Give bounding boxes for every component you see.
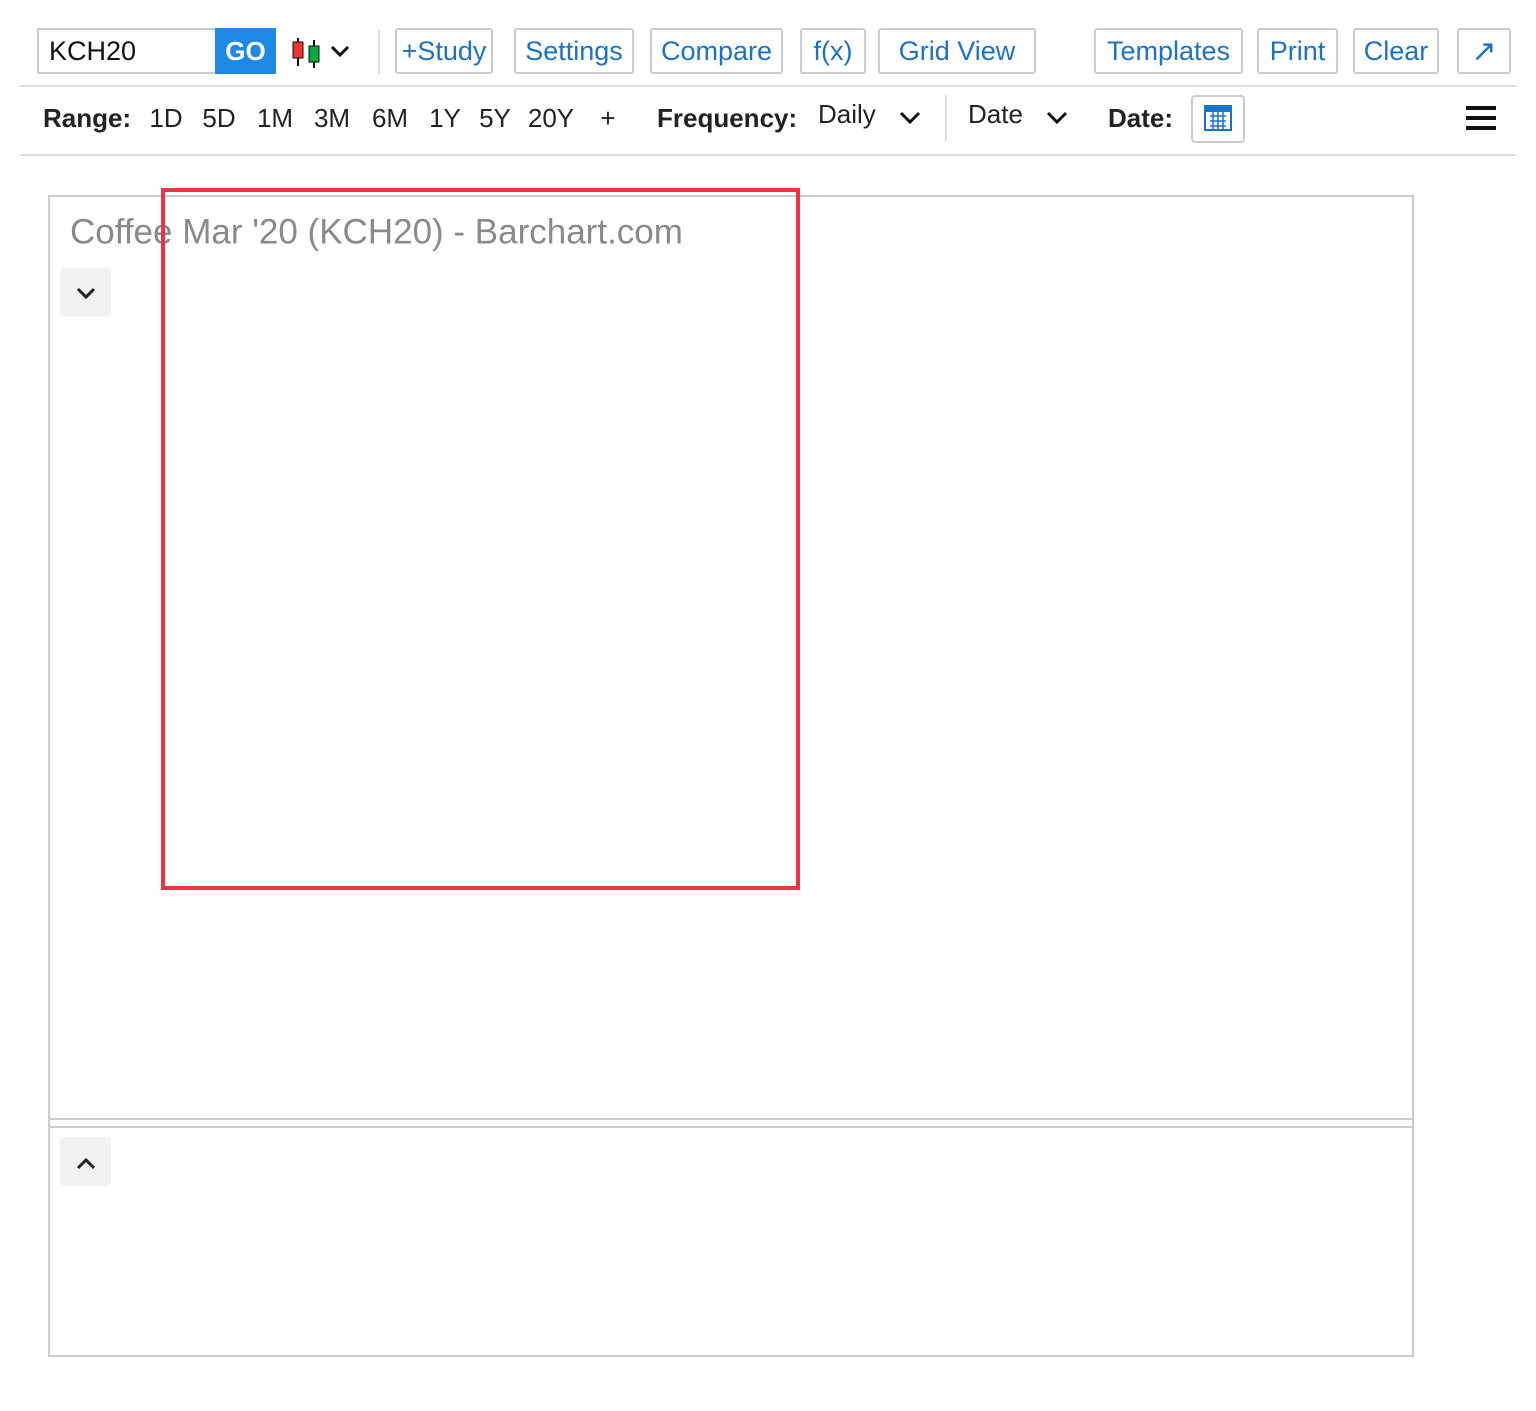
go-button[interactable]: GO	[215, 28, 276, 74]
menu-button[interactable]	[1464, 104, 1498, 132]
divider	[20, 85, 1516, 87]
divider	[20, 154, 1516, 156]
toolbar-button[interactable]: Compare	[650, 28, 783, 74]
plot-frame	[48, 195, 1414, 1357]
toolbar-button[interactable]: Grid View	[878, 28, 1036, 74]
divider	[378, 30, 380, 74]
chevron	[76, 287, 96, 300]
range-option[interactable]: 1M	[256, 103, 294, 133]
frequency-select[interactable]: Daily	[818, 99, 876, 129]
symbol-input[interactable]: KCH20	[37, 28, 217, 74]
toolbar-button[interactable]: Clear	[1353, 28, 1439, 74]
date-label: Date:	[1108, 103, 1174, 133]
expand-button[interactable]: ↗	[1457, 28, 1511, 74]
range-option[interactable]: +	[600, 103, 616, 133]
chevron	[76, 1157, 96, 1170]
toolbar-button[interactable]: Templates	[1094, 28, 1243, 74]
highlight-box	[161, 188, 800, 890]
pane-separator	[48, 1118, 1414, 1128]
range-option[interactable]: 6M	[371, 103, 409, 133]
toolbar-button[interactable]: f(x)	[800, 28, 866, 74]
chevron	[1046, 111, 1068, 125]
calendar-button[interactable]	[1191, 95, 1245, 143]
range-option[interactable]: 5Y	[479, 103, 511, 133]
range-option[interactable]: 5D	[202, 103, 236, 133]
date-mode-select[interactable]: Date	[968, 99, 1023, 129]
toolbar-button[interactable]: Print	[1257, 28, 1338, 74]
chart-title: Coffee Mar '20 (KCH20) - Barchart.com	[70, 212, 683, 251]
range-option[interactable]: 1Y	[429, 103, 461, 133]
chart-type-icon[interactable]	[290, 34, 352, 70]
collapse-button[interactable]	[60, 268, 111, 317]
toolbar-button[interactable]: Settings	[514, 28, 634, 74]
frequency-label: Frequency:	[657, 103, 798, 133]
range-option[interactable]: 1D	[149, 103, 183, 133]
range-label: Range:	[43, 103, 132, 133]
toolbar-button[interactable]: +Study	[395, 28, 493, 74]
chevron	[899, 111, 921, 125]
divider	[945, 95, 947, 141]
range-option[interactable]: 20Y	[527, 103, 575, 133]
range-option[interactable]: 3M	[313, 103, 351, 133]
